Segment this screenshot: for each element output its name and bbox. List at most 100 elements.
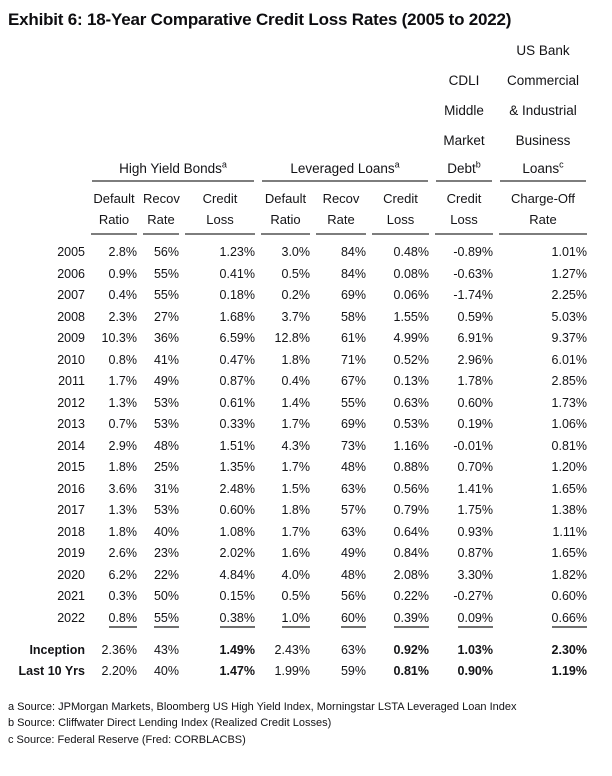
value-cell: 1.03% <box>457 642 493 657</box>
value-cell: 48% <box>153 438 179 453</box>
column-header-recov-rate: Recov Rate <box>313 182 369 235</box>
table-row: 2012 1.3% 53% 0.61% 1.4% 55% 0.63% 0.60% 1.73% <box>8 393 590 415</box>
value-cell: 50% <box>153 589 179 603</box>
table-row: 2015 1.8% 25% 1.35% 1.7% 48% 0.88% 0.70% 1.20% <box>8 457 590 479</box>
value-cell: 25% <box>153 460 179 474</box>
value-cell: 0.63% <box>393 395 429 410</box>
value-cell: 41% <box>153 352 179 367</box>
row-label: 2009 <box>57 331 85 345</box>
value-cell: 0.84% <box>393 546 429 560</box>
value-cell: 0.22% <box>393 589 429 603</box>
value-cell: 49% <box>153 374 179 388</box>
exhibit-page: Exhibit 6: 18-Year Comparative Credit Lo… <box>8 10 604 749</box>
value-cell: 0.56% <box>393 481 429 496</box>
value-cell: 5.03% <box>551 309 587 324</box>
value-cell: -0.63% <box>453 266 493 281</box>
value-cell: 1.73% <box>551 395 587 410</box>
value-cell: 0.93% <box>457 524 493 539</box>
row-label: 2019 <box>57 546 85 560</box>
group-header-high-yield-bonds: High Yield Bondsa <box>88 156 258 182</box>
row-label: 2018 <box>57 524 85 539</box>
value-cell: 22% <box>153 567 179 582</box>
value-cell: 84% <box>340 245 366 259</box>
table-row: 2011 1.7% 49% 0.87% 0.4% 67% 0.13% 1.78% 2.85% <box>8 371 590 393</box>
value-cell: 0.19% <box>457 417 493 431</box>
value-cell: 6.91% <box>457 331 493 345</box>
footnote-marker: a <box>394 159 400 170</box>
column-header-chargeoff-rate: Charge-Off Rate <box>496 182 590 235</box>
value-cell: 2.48% <box>219 481 255 496</box>
value-cell: 2.43% <box>274 642 310 657</box>
usbank-header-stack: US Bank Commercial & Industrial Business <box>496 36 590 156</box>
value-cell: 0.09% <box>432 608 496 630</box>
value-cell: 0.5% <box>281 266 311 281</box>
value-cell: 0.06% <box>393 288 429 302</box>
row-label: 2017 <box>57 503 85 517</box>
value-cell: 0.66% <box>496 608 590 630</box>
group-header-cdli-debt: Debtb <box>432 156 496 182</box>
value-cell: 40% <box>153 524 179 539</box>
row-label: 2020 <box>57 567 85 582</box>
value-cell: 55% <box>340 395 366 410</box>
value-cell: 53% <box>153 395 179 410</box>
row-label: 2022 <box>57 610 85 625</box>
footnotes: a Source: JPMorgan Markets, Bloomberg US… <box>8 699 604 749</box>
value-cell: 63% <box>340 642 366 657</box>
value-cell: 0.13% <box>393 374 429 388</box>
value-cell: 36% <box>153 331 179 345</box>
value-cell: 2.96% <box>457 352 493 367</box>
value-cell: 59% <box>340 664 366 678</box>
value-cell: 49% <box>340 546 366 560</box>
value-cell: 0.60% <box>457 395 493 410</box>
cdli-header-line: CDLI <box>448 73 480 88</box>
value-cell: 0.61% <box>219 395 255 410</box>
value-cell: 1.78% <box>457 374 493 388</box>
row-label: 2005 <box>57 245 85 259</box>
value-cell: 3.7% <box>281 309 311 324</box>
value-cell: 1.7% <box>281 417 311 431</box>
usbank-header-line: Business <box>515 133 571 148</box>
table-row: Inception 2.36% 43% 1.49% 2.43% 63% 0.92% 1.03%… <box>8 630 590 662</box>
value-cell: 63% <box>340 524 366 539</box>
footnote-marker: b <box>475 159 481 170</box>
value-cell: 2.20% <box>101 664 137 678</box>
value-cell: 43% <box>153 642 179 657</box>
value-cell: 0.15% <box>219 589 255 603</box>
exhibit-title: Exhibit 6: 18-Year Comparative Credit Lo… <box>8 10 512 29</box>
row-label: 2011 <box>58 374 85 388</box>
value-cell: 0.41% <box>219 266 255 281</box>
value-cell: 56% <box>153 245 179 259</box>
value-cell: 0.90% <box>457 664 493 678</box>
value-cell: 0.47% <box>219 352 255 367</box>
table-row: 2006 0.9% 55% 0.41% 0.5% 84% 0.08% -0.63% 1.27% <box>8 264 590 286</box>
value-cell: 0.38% <box>182 608 258 630</box>
usbank-header-line: & Industrial <box>509 103 577 118</box>
value-cell: 0.18% <box>219 288 255 302</box>
value-cell: 40% <box>153 664 179 678</box>
row-label: Last 10 Yrs <box>18 664 85 678</box>
row-label: 2014 <box>57 438 85 453</box>
value-cell: 31% <box>153 481 179 496</box>
value-cell: 0.4% <box>281 374 311 388</box>
row-label: 2006 <box>57 266 85 281</box>
group-header-usbank-loans: Loansc <box>496 156 590 182</box>
value-cell: 0.59% <box>457 309 493 324</box>
value-cell: 3.6% <box>108 481 138 496</box>
value-cell: 1.5% <box>281 481 311 496</box>
value-cell: 3.30% <box>457 567 493 582</box>
value-cell: 0.81% <box>393 664 429 678</box>
value-cell: 1.75% <box>457 503 493 517</box>
table-row: Last 10 Yrs 2.20% 40% 1.47% 1.99% 59% 0.81% 0.9… <box>8 661 590 683</box>
value-cell: 1.20% <box>551 460 587 474</box>
value-cell: 1.82% <box>551 567 587 582</box>
value-cell: 48% <box>340 460 366 474</box>
value-cell: 1.8% <box>108 460 138 474</box>
value-cell: 2.02% <box>219 546 255 560</box>
value-cell: 69% <box>340 417 366 431</box>
value-cell: 58% <box>340 309 366 324</box>
value-cell: 1.38% <box>551 503 587 517</box>
column-header-row: Default Ratio Recov Rate Credit Loss Defaul… <box>8 182 590 235</box>
value-cell: 1.19% <box>551 664 587 678</box>
value-cell: 23% <box>153 546 179 560</box>
table-row: 2010 0.8% 41% 0.47% 1.8% 71% 0.52% 2.96% 6.01% <box>8 350 590 372</box>
